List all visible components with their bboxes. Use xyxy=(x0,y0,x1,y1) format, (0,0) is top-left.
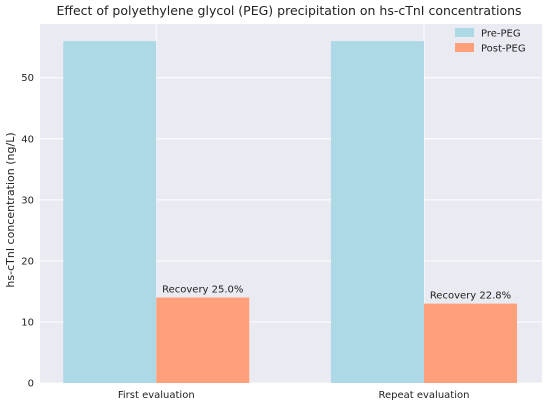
y-tick-label: 20 xyxy=(21,256,34,267)
y-tick-label: 30 xyxy=(21,195,34,206)
recovery-annotation: Recovery 22.8% xyxy=(430,291,511,302)
y-tick-label: 40 xyxy=(21,134,34,145)
y-tick-label: 0 xyxy=(28,379,34,390)
y-axis-label: hs-cTnI concentration (ng/L) xyxy=(4,132,17,287)
legend-swatch xyxy=(455,28,474,37)
legend: Pre-PEG Post-PEG xyxy=(455,28,526,55)
chart-title: Effect of polyethylene glycol (PEG) prec… xyxy=(56,3,521,18)
bar-pre-peg-2 xyxy=(330,41,424,383)
bar-post-peg-2 xyxy=(423,303,518,383)
x-tick-label: First evaluation xyxy=(118,390,195,401)
recovery-annotation: Recovery 25.0% xyxy=(162,285,243,296)
legend-label: Pre-PEG xyxy=(481,29,521,40)
legend-label: Post-PEG xyxy=(481,44,526,55)
legend-swatch xyxy=(455,43,474,52)
y-tick-label: 50 xyxy=(21,73,34,84)
bar-post-peg-1 xyxy=(156,297,250,383)
bar-pre-peg-1 xyxy=(63,41,157,383)
x-tick-label: Repeat evaluation xyxy=(378,390,469,401)
y-tick-label: 10 xyxy=(21,317,34,328)
